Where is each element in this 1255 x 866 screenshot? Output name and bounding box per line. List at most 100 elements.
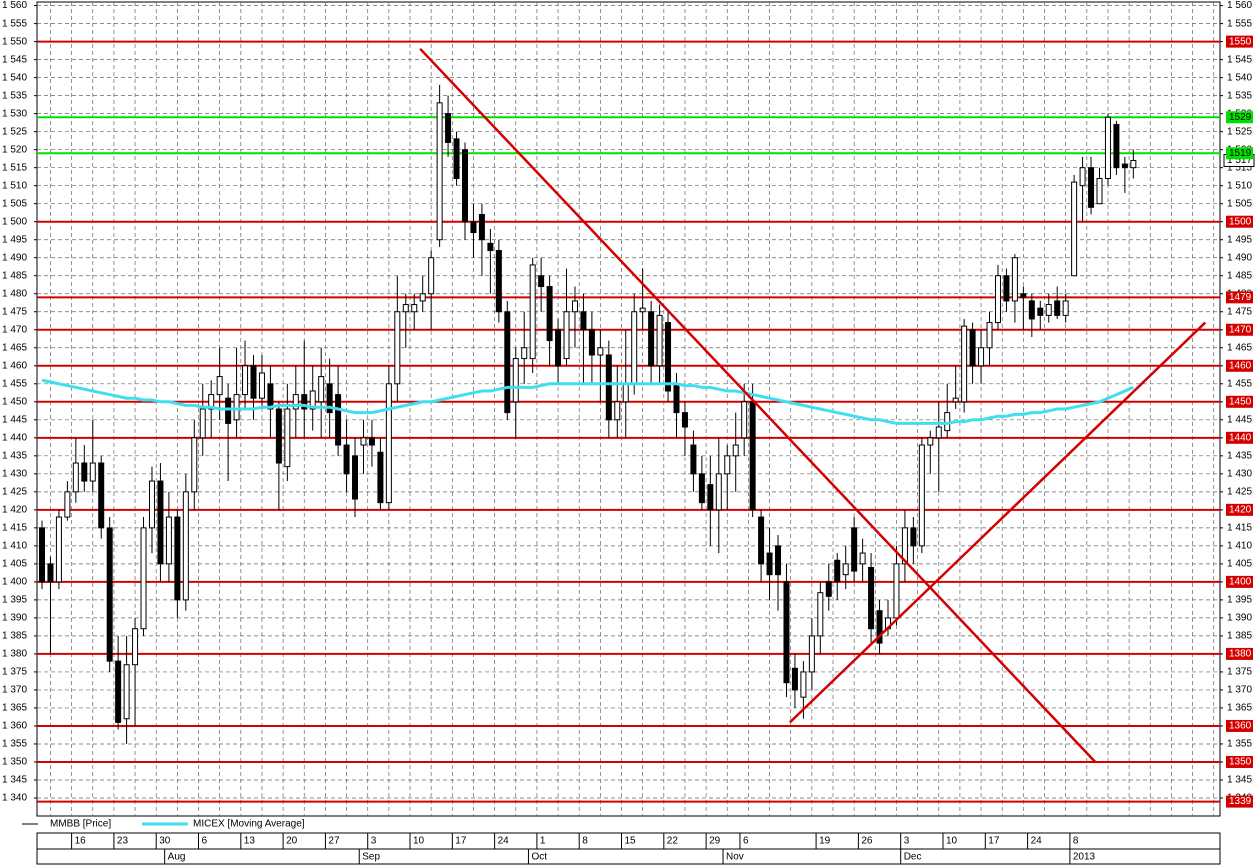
- y-tick-label: 1 555: [2, 18, 27, 29]
- y-tick-label: 1 455: [2, 378, 27, 389]
- x-tick-label: 3: [904, 836, 910, 847]
- candle-body: [318, 376, 325, 403]
- candle-body: [495, 250, 502, 313]
- candle-body: [445, 113, 452, 143]
- candle-body: [478, 214, 485, 241]
- candle-body: [1071, 181, 1078, 277]
- candle-body: [665, 322, 672, 392]
- level-tag: [1226, 755, 1253, 768]
- candle-body: [81, 462, 88, 482]
- candle-body: [174, 516, 181, 601]
- y-tick-label: 1 375: [2, 667, 27, 678]
- y-tick-label: 1 380: [2, 649, 27, 660]
- candle-body: [411, 304, 418, 313]
- candle-body: [741, 401, 748, 439]
- candle-body: [453, 138, 460, 179]
- y2-tick-label: 1 535: [1227, 90, 1252, 101]
- y-tick-label: 1 480: [2, 288, 27, 299]
- candle-body: [732, 444, 739, 457]
- candle-body: [588, 329, 595, 356]
- level-tag: [1226, 323, 1253, 336]
- candle-body: [918, 444, 925, 547]
- level-tag-label: 1339: [1229, 796, 1252, 807]
- x-tick-label: 26: [861, 836, 873, 847]
- candle-body: [724, 455, 731, 475]
- candle-body: [707, 484, 714, 511]
- candle-body: [487, 242, 494, 252]
- candle-body: [1011, 257, 1018, 302]
- x-tick-label: 24: [498, 836, 510, 847]
- y-tick-label: 1 340: [2, 793, 27, 804]
- x-tick-label: 3: [371, 836, 377, 847]
- level-tag-label: 1519: [1229, 148, 1252, 159]
- level-tag: [1226, 111, 1253, 124]
- level-tag: [1226, 147, 1253, 160]
- candle-body: [1096, 177, 1103, 205]
- candle-body: [893, 563, 900, 619]
- candle-body: [622, 383, 629, 403]
- candle-body: [301, 394, 308, 410]
- candle-body: [851, 527, 858, 572]
- candle-body: [901, 527, 908, 565]
- x-tick-label: 22: [667, 836, 679, 847]
- level-tag: [1226, 291, 1253, 304]
- candle-body: [360, 437, 367, 446]
- candle-body: [800, 671, 807, 698]
- candle-body: [935, 426, 942, 439]
- x-tick-label: 30: [159, 836, 171, 847]
- y2-tick-label: 1 560: [1227, 0, 1252, 11]
- y-tick-label: 1 425: [2, 486, 27, 497]
- candle-body: [199, 408, 206, 439]
- y-tick-label: 1 405: [2, 559, 27, 570]
- month-label: Nov: [726, 852, 744, 863]
- month-label: Dec: [904, 852, 922, 863]
- y-tick-label: 1 395: [2, 595, 27, 606]
- candle-body: [1045, 304, 1052, 316]
- level-tag: [1226, 719, 1253, 732]
- y-tick-label: 1 465: [2, 342, 27, 353]
- x-tick-label: 10: [413, 836, 425, 847]
- x-tick-label: 17: [988, 836, 1000, 847]
- x-tick-label: 17: [455, 836, 467, 847]
- candle-body: [512, 358, 519, 403]
- candle-body: [538, 275, 545, 288]
- candle-body: [402, 304, 409, 313]
- candle-body: [775, 545, 782, 576]
- y-tick-label: 1 520: [2, 144, 27, 155]
- candle-body: [978, 347, 985, 367]
- x-tick-label: 23: [117, 836, 129, 847]
- candle-body: [98, 462, 105, 529]
- candle-body: [639, 307, 646, 313]
- candle-body: [698, 473, 705, 504]
- y2-tick-label: 1 525: [1227, 126, 1252, 137]
- x-tick-label: 13: [244, 836, 256, 847]
- y-tick-label: 1 440: [2, 432, 27, 443]
- candle-body: [140, 527, 147, 630]
- candle-body: [546, 286, 553, 342]
- y-tick-label: 1 370: [2, 685, 27, 696]
- last-price-label: 1 517: [1227, 155, 1252, 166]
- level-tag: [1226, 35, 1253, 48]
- candle-body: [275, 408, 282, 464]
- candle-body: [242, 365, 249, 396]
- month-label: Aug: [168, 852, 186, 863]
- y-tick-label: 1 450: [2, 396, 27, 407]
- y2-tick-label: 1 515: [1227, 162, 1252, 173]
- moving-average-line: [41, 378, 1134, 425]
- candle-body: [225, 397, 232, 424]
- level-tag: [1226, 575, 1253, 588]
- y-tick-label: 1 510: [2, 180, 27, 191]
- y-tick-label: 1 400: [2, 577, 27, 588]
- y-tick-label: 1 490: [2, 252, 27, 263]
- x-tick-label: 20: [286, 836, 298, 847]
- candle-body: [394, 311, 401, 385]
- candle-body: [1062, 300, 1069, 316]
- candle-body: [191, 437, 198, 493]
- candle-body: [470, 221, 477, 234]
- candle-body: [817, 592, 824, 637]
- candle-body: [343, 444, 350, 475]
- y-tick-label: 1 435: [2, 450, 27, 461]
- x-tick-label: 6: [743, 836, 749, 847]
- candle-body: [868, 566, 875, 630]
- candle-body: [859, 552, 866, 565]
